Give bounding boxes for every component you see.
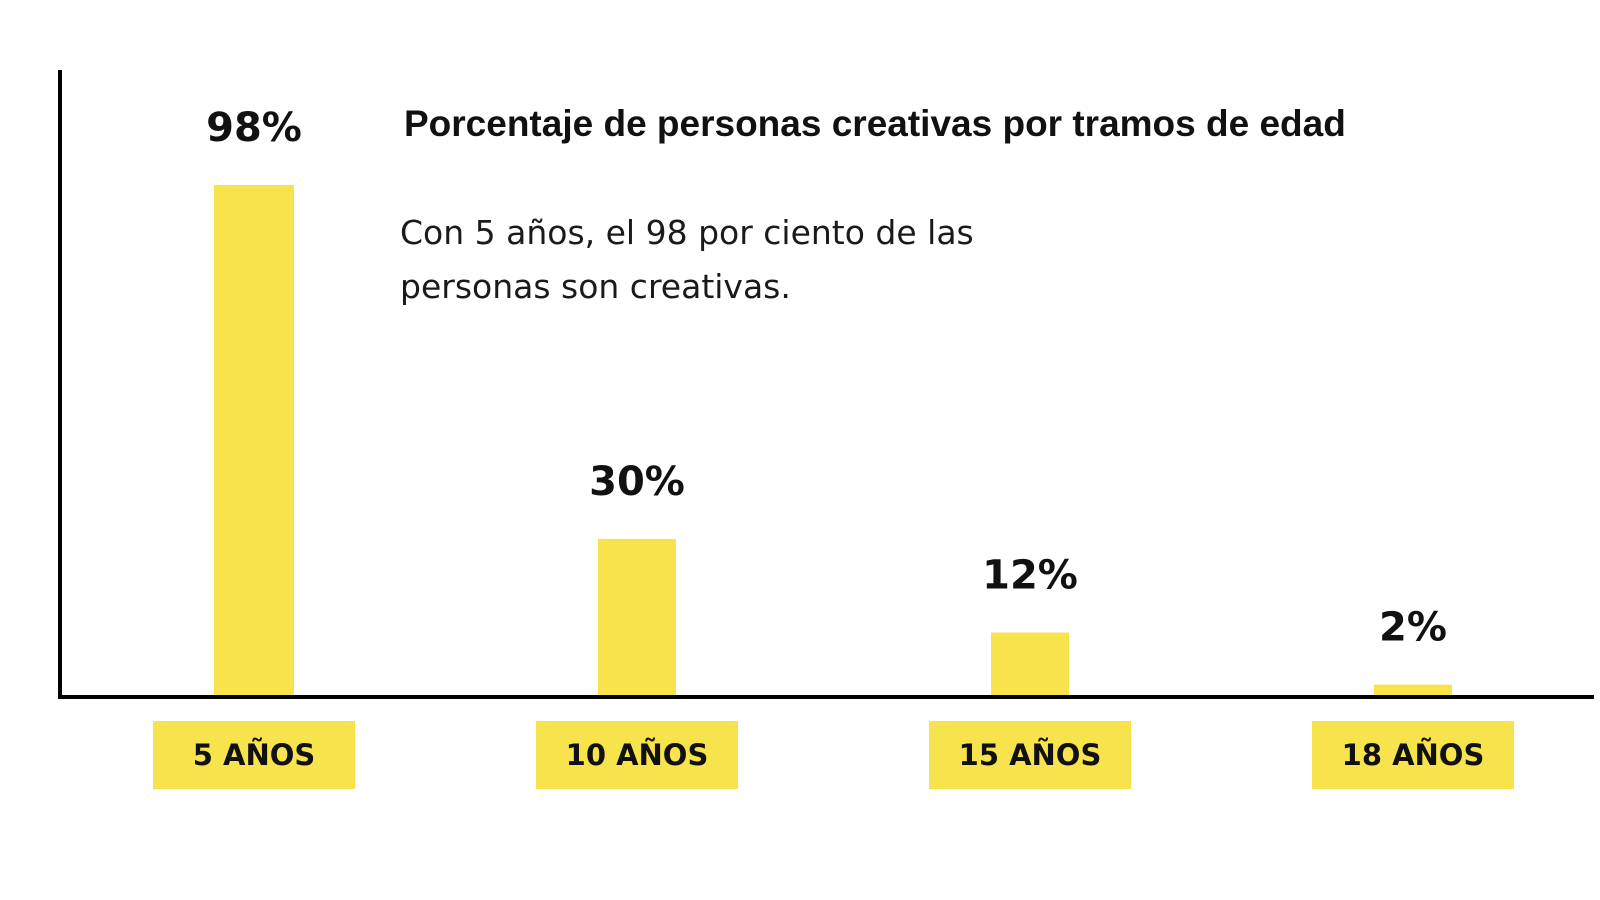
value-label-4: 2% [1379,605,1447,651]
value-label-1: 98% [206,105,302,151]
value-label-2: 30% [589,459,685,505]
category-box-2 [536,721,738,789]
category-label-2: 10 AÑOS [566,738,709,772]
bar-4 [1374,684,1452,695]
category-label-1: 5 AÑOS [193,738,316,772]
category-box-1 [153,721,355,789]
category-label-3: 15 AÑOS [959,738,1102,772]
category-box-4 [1312,721,1514,789]
category-labels-group: 5 AÑOS 10 AÑOS 15 AÑOS 18 AÑOS [153,721,1514,789]
category-box-3 [929,721,1131,789]
bars-group [214,185,1452,695]
bar-1 [214,185,294,695]
bar-3 [991,632,1069,695]
chart-subtitle: Con 5 años, el 98 por ciento de las pers… [400,213,974,306]
chart-title: Porcentaje de personas creativas por tra… [404,103,1346,144]
value-labels-group: 98% 30% 12% 2% [206,105,1447,651]
category-label-4: 18 AÑOS [1342,738,1485,772]
value-label-3: 12% [982,553,1078,599]
bar-2 [598,538,676,695]
